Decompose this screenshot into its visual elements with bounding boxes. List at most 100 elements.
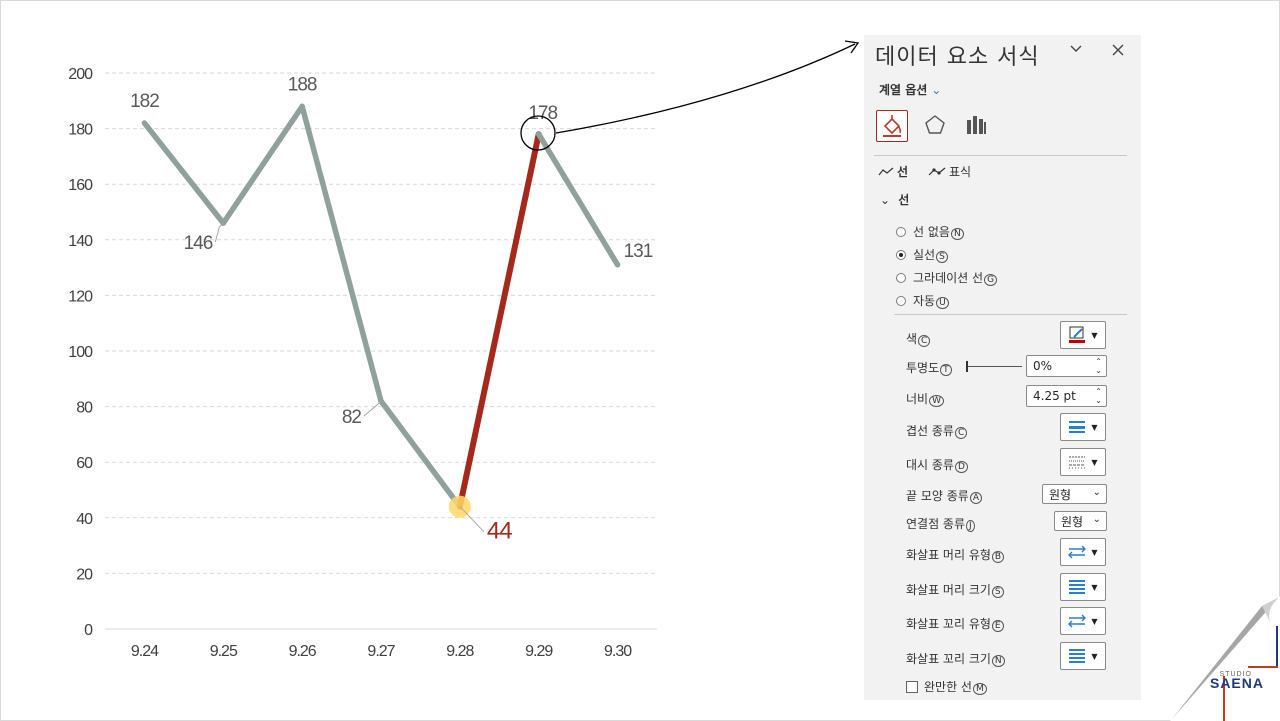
x-tick-label: 9.26 <box>289 643 317 660</box>
radio-label: 선 없음 <box>913 225 950 239</box>
transparency-input[interactable]: 0% ⌃ ⌄ <box>1026 355 1107 377</box>
width-input[interactable]: 4.25 pt ⌃ ⌄ <box>1026 385 1107 407</box>
radio-solid-line[interactable]: 실선 S <box>896 246 948 263</box>
radio-label: 자동 <box>913 294 936 308</box>
data-label[interactable]: 182 <box>130 91 160 112</box>
tab-marker[interactable]: 표식 <box>928 163 971 180</box>
line-icon <box>878 167 894 175</box>
tab-marker-label: 표식 <box>949 165 972 179</box>
arrow-size-icon <box>1069 580 1086 594</box>
fill-line-icon[interactable] <box>876 110 908 142</box>
line-segment[interactable] <box>378 398 463 510</box>
section-label: 선 <box>898 193 910 207</box>
bar-chart-icon[interactable] <box>961 110 991 140</box>
slider-thumb[interactable] <box>966 361 968 372</box>
radio-button[interactable] <box>896 295 906 306</box>
end-arrow-size-button[interactable]: ▼ <box>1060 642 1106 670</box>
y-tick-label: 100 <box>68 344 93 361</box>
begin-arrow-size-button[interactable]: ▼ <box>1060 573 1106 601</box>
spinner-arrows-icon[interactable]: ⌃ ⌄ <box>1095 357 1102 375</box>
data-label[interactable]: 131 <box>624 241 654 262</box>
close-icon[interactable] <box>1112 41 1124 60</box>
end-arrow-type-label: 화살표 꼬리 유형 E <box>906 615 1004 632</box>
tab-line[interactable]: 선 <box>878 163 908 180</box>
color-picker-button[interactable]: ▼ <box>1060 321 1106 349</box>
y-tick-label: 40 <box>76 511 93 528</box>
pentagon-icon[interactable] <box>920 110 950 140</box>
callout-arrowhead <box>844 40 860 54</box>
data-label[interactable]: 44 <box>487 518 513 545</box>
end-arrow-type-button[interactable]: ▼ <box>1060 607 1106 635</box>
x-tick-label: 9.30 <box>604 643 632 660</box>
cap-type-select[interactable]: 원형 ⌄ <box>1042 484 1107 504</box>
x-tick-label: 9.24 <box>131 643 159 660</box>
y-tick-label: 120 <box>68 288 93 305</box>
caret-down-icon: ▼ <box>1091 422 1098 432</box>
pane-title: 데이터 요소 서식 <box>875 45 1040 70</box>
series-options-dropdown[interactable]: 계열 옵션 ⌄ <box>879 81 941 98</box>
radio-no-line[interactable]: 선 없음 N <box>896 223 964 240</box>
label-leader-line <box>459 506 485 533</box>
data-labels: 182 146 188 82 44 178 131 <box>130 74 654 545</box>
line-segment[interactable] <box>141 120 227 226</box>
spinner-arrows-icon[interactable]: ⌃ ⌄ <box>1095 387 1102 405</box>
arrow-type-icon <box>1068 614 1087 628</box>
divider <box>894 314 1127 315</box>
width-label: 너비 W <box>906 390 944 407</box>
radio-button[interactable] <box>896 226 906 237</box>
data-label[interactable]: 178 <box>528 103 558 124</box>
begin-arrow-size-label: 화살표 머리 크기 S <box>906 581 1004 598</box>
transparency-value: 0% <box>1033 359 1053 373</box>
radio-button[interactable] <box>896 272 906 283</box>
callout-circle <box>520 115 556 151</box>
cap-type-value: 원형 <box>1049 487 1072 502</box>
caret-down-icon: ▼ <box>1091 582 1098 592</box>
radio-label: 그라데이션 선 <box>913 271 984 285</box>
end-arrow-size-label: 화살표 꼬리 크기 N <box>906 650 1005 667</box>
arrow-size-icon <box>1069 649 1086 663</box>
line-segment[interactable] <box>220 103 305 226</box>
data-label[interactable]: 146 <box>184 233 214 254</box>
marker-line-icon <box>928 167 946 175</box>
dash-lines-icon <box>1069 456 1086 469</box>
arrow-type-icon <box>1068 545 1087 559</box>
compound-type-label: 겹선 종류 C <box>906 422 968 439</box>
data-label[interactable]: 82 <box>342 407 363 428</box>
chevron-down-icon[interactable] <box>1069 41 1083 60</box>
callout-arrow <box>555 43 856 134</box>
join-type-select[interactable]: 원형 ⌄ <box>1054 511 1107 531</box>
line-segment[interactable] <box>299 103 384 404</box>
label-leader-line <box>214 222 224 243</box>
y-tick-label: 80 <box>76 400 93 417</box>
dash-type-button[interactable]: ▼ <box>1060 448 1106 476</box>
begin-arrow-type-button[interactable]: ▼ <box>1060 538 1106 566</box>
line-segment[interactable] <box>535 131 621 268</box>
join-type-value: 원형 <box>1061 514 1084 529</box>
format-data-point-pane: 데이터 요소 서식 계열 옵션 ⌄ 선 표식 ⌄ 선 선 없음 N 실선 S 그라데이… <box>864 35 1141 700</box>
transparency-slider[interactable] <box>966 366 1022 367</box>
series-options-label: 계열 옵션 <box>879 83 928 97</box>
begin-arrow-type-label: 화살표 머리 유형 B <box>906 546 1005 563</box>
tab-line-label: 선 <box>897 165 909 179</box>
caret-down-icon: ▼ <box>1091 547 1098 557</box>
highlighted-segment[interactable] <box>456 131 542 510</box>
chevron-down-icon: ⌄ <box>1092 487 1101 498</box>
y-tick-label: 160 <box>68 177 93 194</box>
transparency-label: 투명도 T <box>906 359 952 376</box>
radio-button[interactable] <box>896 249 906 260</box>
radio-automatic[interactable]: 자동 U <box>896 292 949 309</box>
studio-saena-logo <box>1170 596 1280 721</box>
join-type-label: 연결점 종류 J <box>906 515 975 532</box>
access-key: N <box>950 228 964 240</box>
compound-type-button[interactable]: ▼ <box>1060 413 1106 441</box>
access-key: M <box>972 683 987 695</box>
line-section-header[interactable]: ⌄ 선 <box>880 191 909 208</box>
label-leader-line <box>363 400 382 417</box>
data-label[interactable]: 188 <box>288 74 318 95</box>
checkbox[interactable] <box>906 680 918 693</box>
